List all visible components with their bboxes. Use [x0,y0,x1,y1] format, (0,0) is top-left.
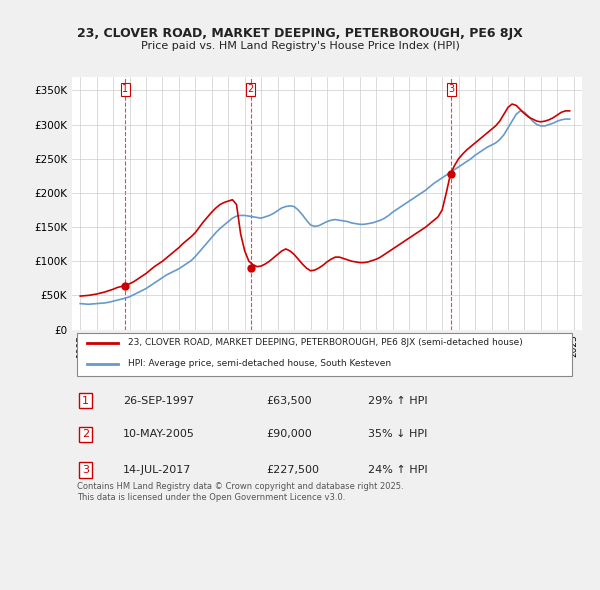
Text: 29% ↑ HPI: 29% ↑ HPI [368,396,427,406]
Text: £90,000: £90,000 [266,430,311,440]
Text: £227,500: £227,500 [266,465,319,475]
Text: 35% ↓ HPI: 35% ↓ HPI [368,430,427,440]
Text: 10-MAY-2005: 10-MAY-2005 [123,430,195,440]
Text: 2: 2 [248,84,254,94]
Text: 23, CLOVER ROAD, MARKET DEEPING, PETERBOROUGH, PE6 8JX (semi-detached house): 23, CLOVER ROAD, MARKET DEEPING, PETERBO… [128,338,523,347]
Text: 3: 3 [448,84,454,94]
Text: HPI: Average price, semi-detached house, South Kesteven: HPI: Average price, semi-detached house,… [128,359,391,368]
Text: 24% ↑ HPI: 24% ↑ HPI [368,465,427,475]
Text: 3: 3 [82,465,89,475]
Text: Contains HM Land Registry data © Crown copyright and database right 2025.
This d: Contains HM Land Registry data © Crown c… [77,482,404,502]
Text: 2: 2 [82,430,89,440]
Text: 1: 1 [122,84,128,94]
Text: 23, CLOVER ROAD, MARKET DEEPING, PETERBOROUGH, PE6 8JX: 23, CLOVER ROAD, MARKET DEEPING, PETERBO… [77,27,523,40]
FancyBboxPatch shape [77,333,572,376]
Text: 1: 1 [82,396,89,406]
Text: £63,500: £63,500 [266,396,311,406]
Text: Price paid vs. HM Land Registry's House Price Index (HPI): Price paid vs. HM Land Registry's House … [140,41,460,51]
Text: 14-JUL-2017: 14-JUL-2017 [123,465,191,475]
Text: 26-SEP-1997: 26-SEP-1997 [123,396,194,406]
